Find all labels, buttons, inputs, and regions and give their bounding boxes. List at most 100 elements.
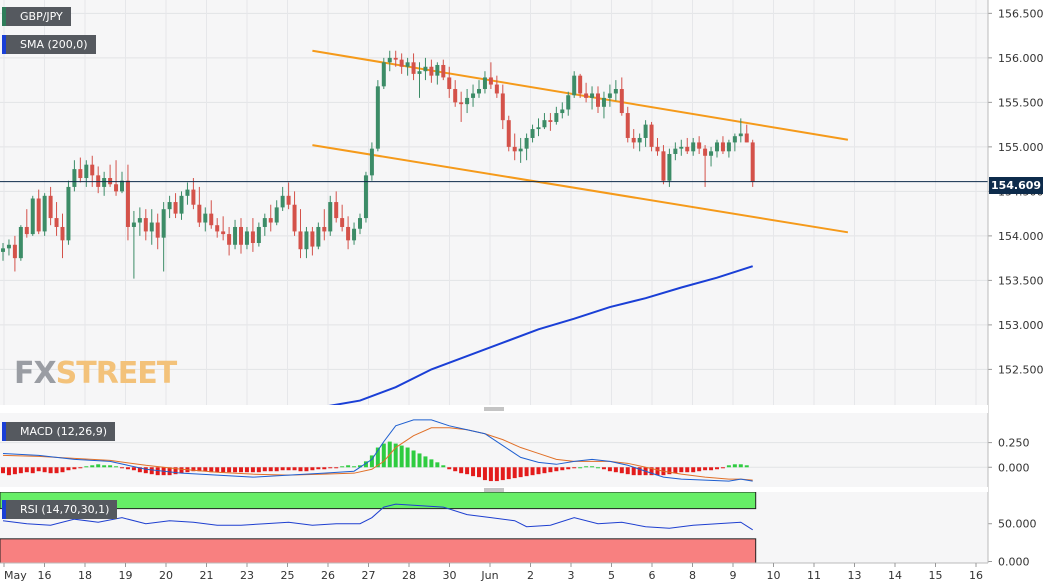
symbol-tag[interactable]: GBP/JPY (2, 7, 71, 26)
time-tick-label: 28 (402, 569, 416, 582)
candle-body (667, 153, 672, 181)
time-tick-label: 18 (78, 569, 92, 582)
macd-histogram-bar (601, 467, 606, 470)
candle-body (221, 231, 226, 235)
macd-histogram-bar (1, 467, 5, 474)
candle-body (161, 209, 166, 238)
macd-histogram-bar (197, 467, 202, 472)
macd-line (2, 419, 753, 482)
candle-body (417, 71, 422, 74)
candle-body (280, 195, 285, 208)
macd-histogram-bar (667, 467, 672, 475)
macd-histogram-bar (334, 467, 339, 469)
macd-histogram-bar (488, 467, 493, 482)
candle-body (233, 226, 238, 245)
macd-histogram-bar (316, 467, 321, 470)
time-tick-label: 15 (929, 569, 943, 582)
price-tick-label: 155.000 (998, 141, 1044, 154)
time-tick-label: 19 (119, 569, 133, 582)
macd-histogram-bar (566, 467, 571, 470)
candle-body (679, 146, 684, 149)
macd-tick-label: 0.250 (998, 437, 1030, 450)
time-tick-label: 3 (568, 569, 575, 582)
macd-histogram-bar (358, 465, 362, 468)
time-tick-label: 16 (38, 569, 52, 582)
time-tick-label: 20 (159, 569, 173, 582)
watermark-fx: FX (14, 356, 57, 391)
macd-histogram-bar (631, 467, 636, 476)
time-tick-label: 9 (730, 569, 737, 582)
macd-histogram-bar (703, 467, 708, 471)
candle-body (584, 93, 589, 98)
candle-body (185, 189, 190, 196)
candle-body (399, 59, 404, 67)
candle-body (340, 218, 345, 227)
rsi-panel[interactable]: 0.000 50.000 (0, 491, 1037, 568)
macd-histogram-bar (286, 467, 291, 471)
macd-histogram-bar (340, 466, 345, 468)
candle-body (465, 97, 470, 105)
macd-histogram-bar (167, 467, 172, 476)
candle-body (36, 198, 41, 232)
candle-body (625, 113, 630, 138)
candle-body (191, 189, 196, 205)
macd-histogram-bar (78, 467, 83, 469)
watermark-street: STREET (55, 356, 178, 391)
candle-body (715, 142, 719, 152)
macd-panel[interactable]: 0.000 0.250 (0, 413, 1030, 487)
candle-body (42, 195, 47, 232)
macd-histogram-bar (268, 467, 273, 472)
macd-histogram-bar (292, 467, 297, 471)
rsi-tag[interactable]: RSI (14,70,30,1) (2, 500, 118, 519)
candle-body (631, 137, 636, 143)
macd-histogram-bar (328, 467, 333, 469)
macd-histogram-bar (191, 467, 196, 472)
candle-body (18, 226, 23, 259)
macd-histogram-bar (280, 467, 285, 471)
macd-tag[interactable]: MACD (12,26,9) (2, 422, 116, 441)
macd-histogram-bar (352, 466, 357, 468)
rsi-tick-label: 50.000 (998, 518, 1037, 531)
rsi-tick-label: 0.000 (998, 555, 1030, 568)
macd-signal-line (2, 427, 753, 481)
macd-histogram-bar (381, 443, 386, 468)
macd-histogram-bar (48, 467, 53, 474)
candle-body (691, 142, 696, 152)
time-tick-label: 6 (649, 569, 656, 582)
candle-body (90, 164, 95, 176)
macd-histogram-bar (494, 467, 499, 482)
macd-histogram-bar (244, 467, 249, 473)
last-price-label: 154.609 (989, 177, 1043, 194)
candle-body (244, 231, 249, 245)
price-panel[interactable]: 152.500153.000153.500154.000154.500155.0… (0, 0, 1044, 408)
candle-body (524, 137, 529, 149)
sma-tag[interactable]: SMA (200,0) (2, 35, 96, 54)
macd-histogram-bar (506, 467, 511, 480)
macd-histogram-bar (227, 467, 232, 473)
candle-body (554, 113, 559, 122)
macd-histogram-bar (42, 467, 47, 473)
candle-body (149, 222, 154, 232)
macd-histogram-bar (453, 467, 458, 472)
macd-histogram-bar (429, 459, 434, 468)
macd-histogram-bar (114, 466, 119, 468)
macd-histogram-bar (720, 467, 725, 469)
candle-body (703, 148, 708, 156)
macd-histogram-bar (482, 467, 487, 481)
macd-histogram-bar (274, 467, 279, 472)
candle-body (471, 93, 476, 98)
candle-body (447, 77, 452, 90)
candle-body (346, 226, 351, 241)
macd-histogram-bar (655, 467, 660, 476)
macd-histogram-bar (310, 467, 315, 471)
candle-body (173, 202, 178, 214)
candle-body (256, 226, 261, 243)
price-tick-label: 153.000 (998, 319, 1044, 332)
macd-histogram-bar (203, 467, 208, 472)
candle-body (203, 213, 208, 223)
macd-histogram-bar (441, 465, 446, 468)
candle-body (709, 151, 714, 156)
candle-body (601, 97, 606, 107)
macd-histogram-bar (346, 465, 351, 468)
